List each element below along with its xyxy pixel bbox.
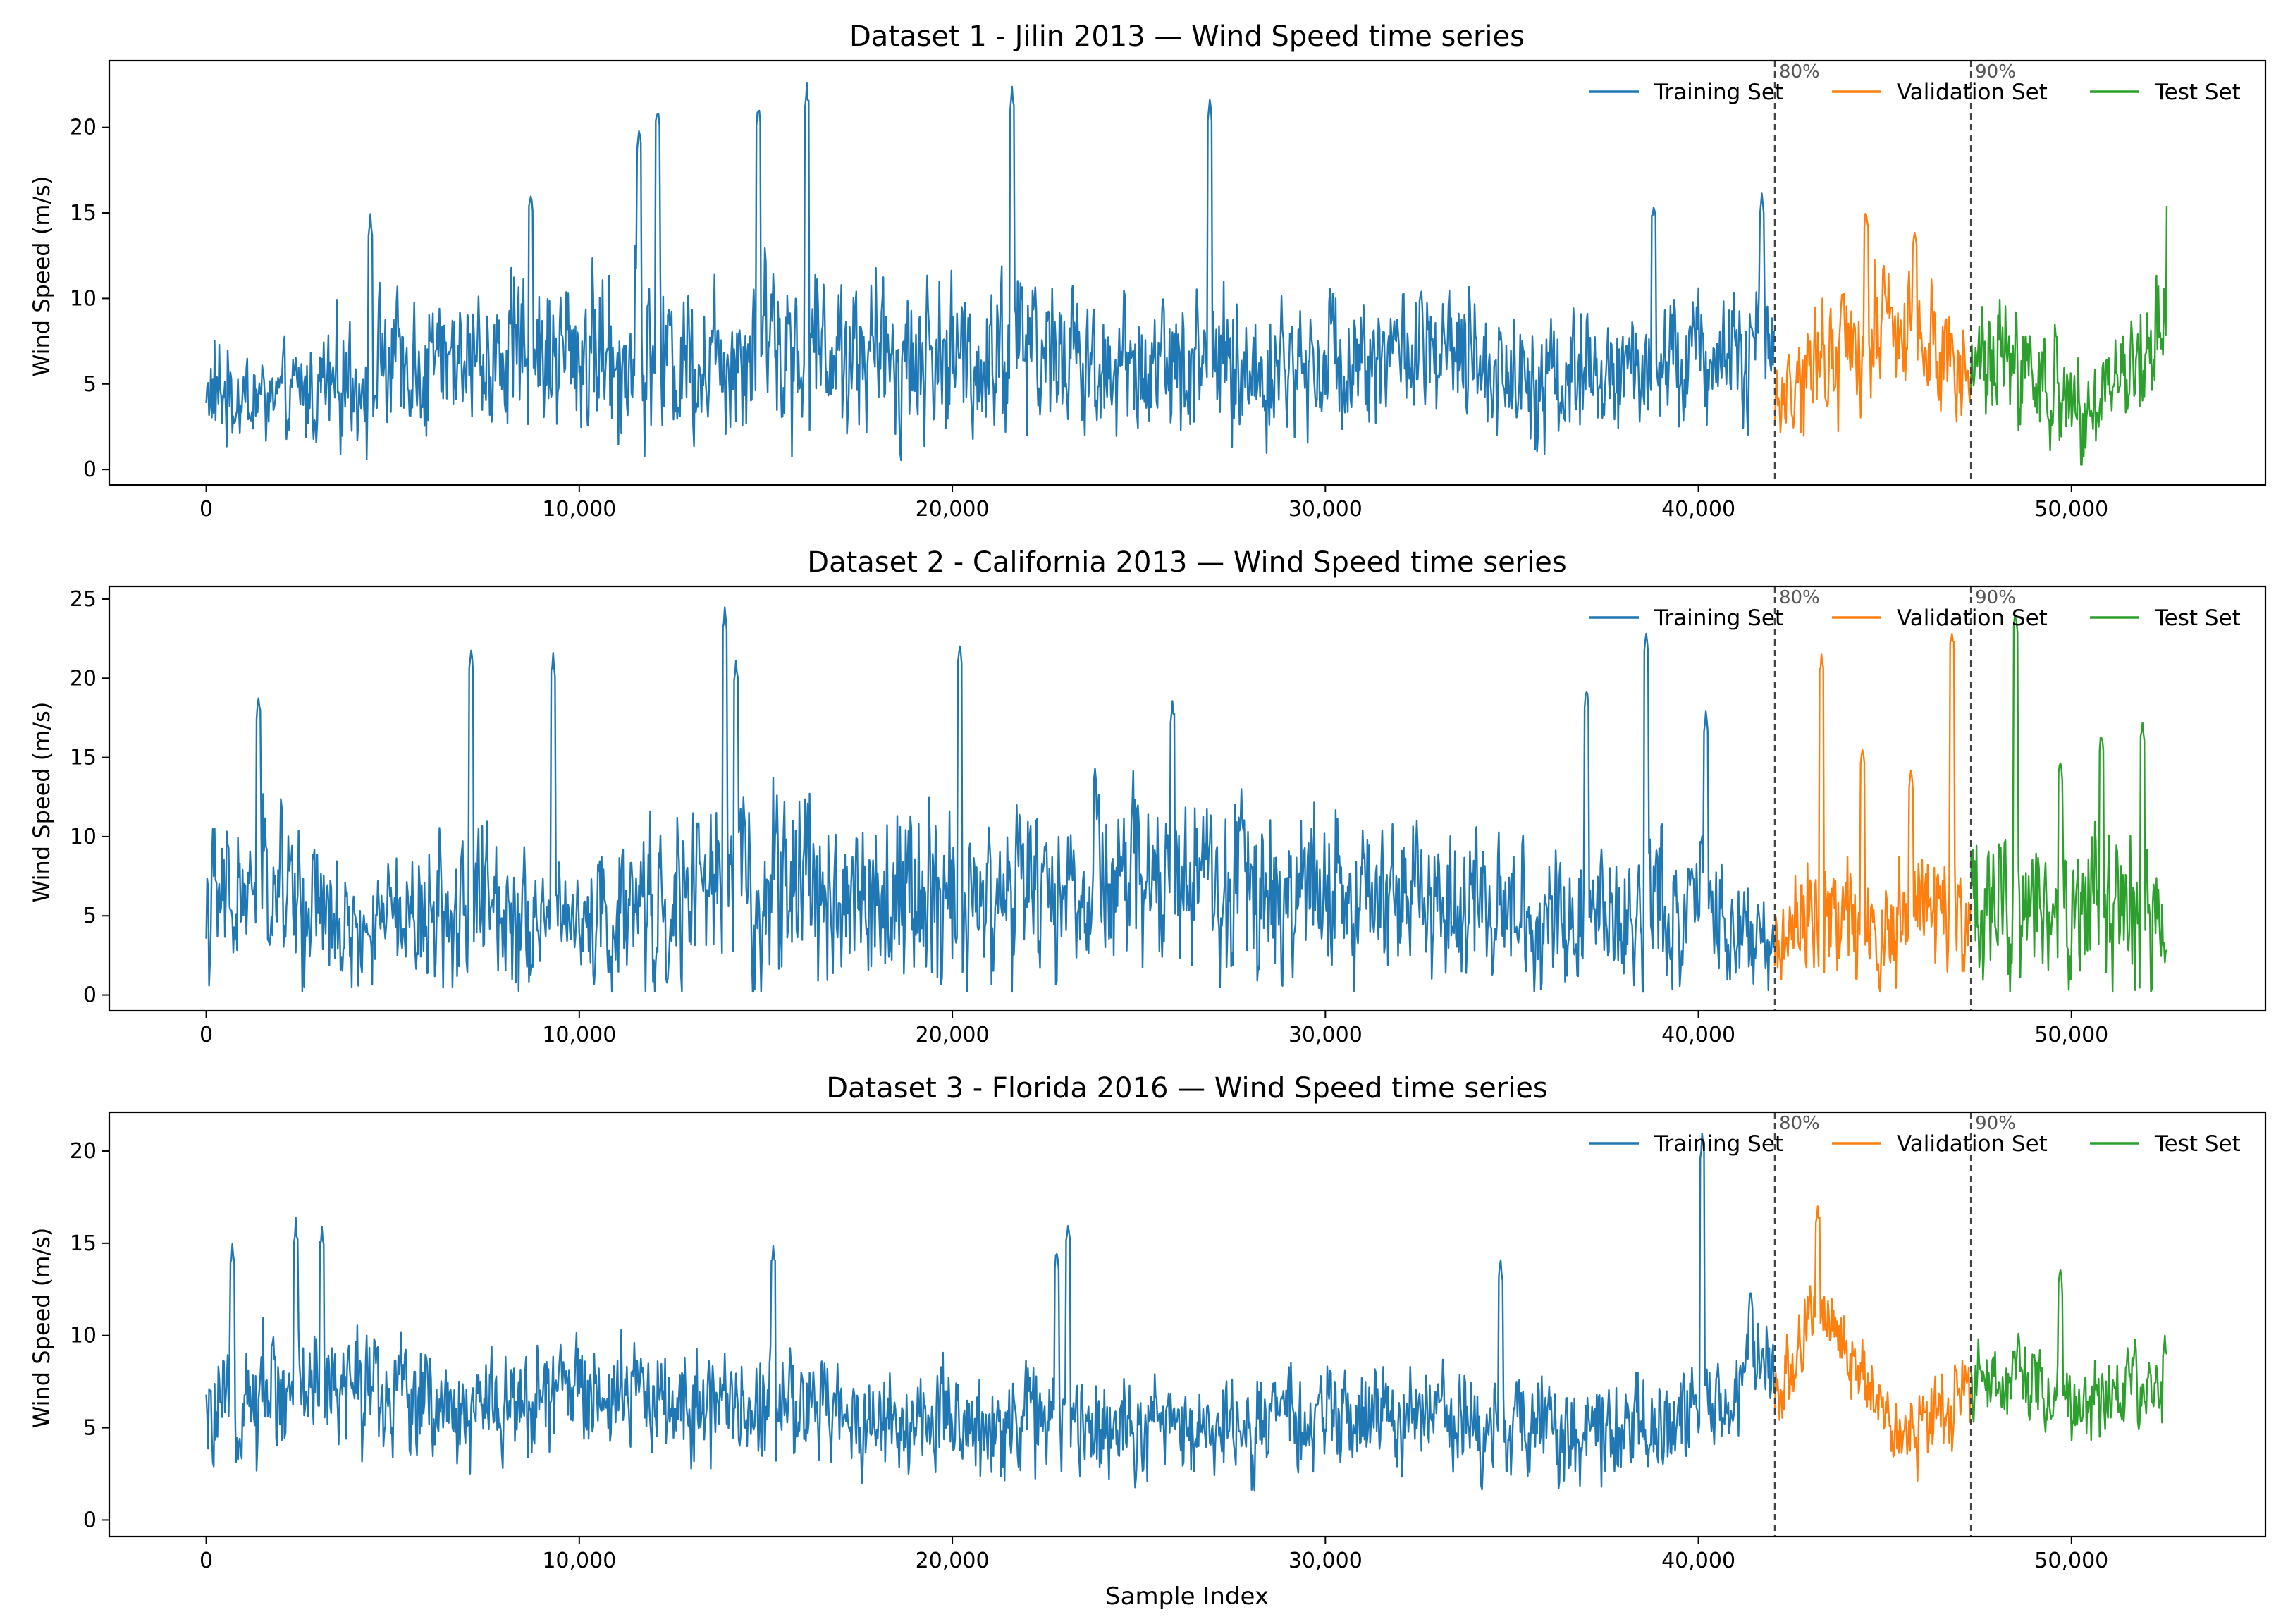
split-label-80pct: 80%	[1779, 1113, 1820, 1134]
x-tick-label: 10,000	[542, 1549, 616, 1573]
x-tick-label: 0	[199, 1023, 213, 1047]
x-tick-label: 50,000	[2034, 1023, 2108, 1047]
x-tick-label: 0	[199, 1549, 213, 1573]
x-tick-label: 50,000	[2034, 497, 2108, 522]
y-tick-label: 5	[83, 904, 97, 928]
x-axis-label: Sample Index	[1105, 1582, 1269, 1611]
x-tick-label: 40,000	[1661, 1549, 1735, 1573]
x-tick-label: 10,000	[542, 1023, 616, 1047]
split-label-80pct: 80%	[1779, 587, 1820, 608]
x-tick-label: 30,000	[1288, 1549, 1363, 1573]
y-axis-label: Wind Speed (m/s)	[28, 702, 55, 903]
legend-label-validation: Validation Set	[1897, 605, 2048, 631]
legend-label-test: Test Set	[2154, 1131, 2241, 1157]
y-tick-label: 0	[83, 983, 97, 1008]
legend-label-training: Training Set	[1654, 1131, 1783, 1157]
legend: Training Set Validation Set Test Set	[1589, 605, 2241, 631]
series-line-test	[1969, 206, 2168, 466]
y-tick-label: 0	[83, 457, 97, 482]
legend-label-test: Test Set	[2154, 80, 2241, 105]
x-tick-label: 10,000	[542, 497, 616, 522]
x-tick-label: 50,000	[2034, 1549, 2108, 1573]
y-tick-label: 5	[83, 372, 97, 397]
x-axis-ticks: 0 10,000 20,000 30,000 40,000 50,000	[199, 1537, 2108, 1573]
y-tick-label: 20	[70, 666, 97, 691]
plot-frame	[108, 59, 2267, 486]
series-line-validation	[1773, 213, 1972, 437]
y-tick-label: 10	[70, 825, 97, 849]
legend-label-validation: Validation Set	[1897, 80, 2048, 105]
y-tick-label: 10	[70, 286, 97, 311]
plot-frame	[108, 1111, 2267, 1538]
x-tick-label: 40,000	[1661, 497, 1735, 522]
series-line-training	[205, 82, 1775, 462]
series-line-validation	[1773, 1205, 1972, 1482]
y-tick-label: 20	[70, 116, 97, 140]
y-tick-label: 15	[70, 746, 97, 770]
split-label-80pct: 80%	[1779, 61, 1820, 82]
y-axis-ticks: 0 5 10 15 20	[70, 1139, 109, 1532]
split-lines: 80% 90%	[1773, 61, 2016, 485]
legend-label-test: Test Set	[2154, 605, 2241, 631]
series-line-training	[205, 606, 1775, 993]
x-tick-label: 30,000	[1288, 497, 1363, 522]
series-layer	[205, 1132, 2168, 1492]
series-layer	[205, 82, 2168, 466]
y-tick-label: 20	[70, 1139, 97, 1164]
split-label-90pct: 90%	[1975, 1113, 2016, 1134]
legend-label-training: Training Set	[1654, 80, 1783, 105]
y-tick-label: 5	[83, 1416, 97, 1441]
x-tick-label: 40,000	[1661, 1023, 1735, 1047]
series-line-test	[1969, 616, 2168, 993]
y-axis-ticks: 0 5 10 15 20	[70, 116, 109, 482]
y-axis-label: Wind Speed (m/s)	[28, 1228, 55, 1429]
chart-title: Dataset 1 - Jilin 2013 — Wind Speed time…	[849, 20, 1525, 53]
chart-title: Dataset 3 - Florida 2016 — Wind Speed ti…	[826, 1072, 1548, 1105]
legend: Training Set Validation Set Test Set	[1589, 80, 2241, 105]
split-label-90pct: 90%	[1975, 587, 2016, 608]
y-tick-label: 15	[70, 1231, 97, 1256]
legend-label-training: Training Set	[1654, 605, 1783, 631]
x-tick-label: 20,000	[916, 1549, 990, 1573]
x-axis-ticks: 0 10,000 20,000 30,000 40,000 50,000	[199, 1011, 2108, 1047]
x-tick-label: 30,000	[1288, 1023, 1363, 1047]
y-tick-label: 25	[70, 587, 97, 612]
chart-title: Dataset 2 - California 2013 — Wind Speed…	[807, 546, 1566, 579]
series-layer	[205, 606, 2168, 993]
y-tick-label: 0	[83, 1508, 97, 1532]
y-axis-ticks: 0 5 10 15 20 25	[70, 587, 109, 1008]
split-lines: 80% 90%	[1773, 586, 2016, 1011]
y-tick-label: 10	[70, 1324, 97, 1348]
plot-frame	[108, 585, 2267, 1012]
x-tick-label: 20,000	[916, 497, 990, 522]
split-lines: 80% 90%	[1773, 1112, 2016, 1537]
series-line-validation	[1773, 633, 1972, 993]
chart-panel-florida: Dataset 3 - Florida 2016 — Wind Speed ti…	[28, 1072, 2267, 1611]
split-label-90pct: 90%	[1975, 61, 2016, 82]
chart-panel-california: Dataset 2 - California 2013 — Wind Speed…	[28, 546, 2267, 1047]
x-tick-label: 0	[199, 497, 213, 522]
legend-label-validation: Validation Set	[1897, 1131, 2048, 1157]
y-axis-label: Wind Speed (m/s)	[28, 176, 55, 377]
legend: Training Set Validation Set Test Set	[1589, 1131, 2241, 1157]
chart-panel-jilin: Dataset 1 - Jilin 2013 — Wind Speed time…	[28, 20, 2267, 522]
series-line-test	[1969, 1269, 2168, 1441]
x-axis-ticks: 0 10,000 20,000 30,000 40,000 50,000	[199, 485, 2108, 522]
series-line-training	[205, 1132, 1775, 1492]
x-tick-label: 20,000	[916, 1023, 990, 1047]
y-tick-label: 15	[70, 201, 97, 226]
